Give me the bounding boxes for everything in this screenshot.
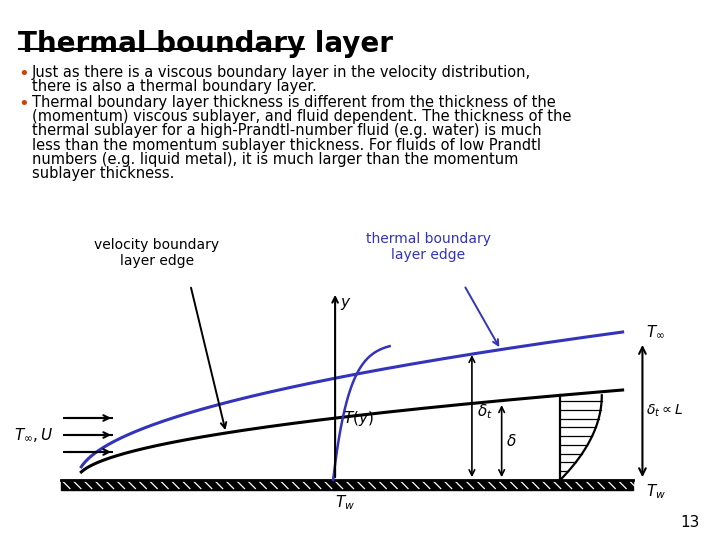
Text: Thermal boundary layer: Thermal boundary layer [18, 30, 393, 58]
Text: sublayer thickness.: sublayer thickness. [32, 166, 174, 181]
Text: $\delta_t$: $\delta_t$ [477, 403, 492, 421]
Text: Just as there is a viscous boundary layer in the velocity distribution,: Just as there is a viscous boundary laye… [32, 65, 531, 80]
Text: thermal boundary
layer edge: thermal boundary layer edge [366, 232, 491, 262]
Text: •: • [18, 95, 29, 113]
Text: $\delta$: $\delta$ [505, 433, 516, 449]
Text: $T(y)$: $T(y)$ [343, 408, 374, 428]
Text: there is also a thermal boundary layer.: there is also a thermal boundary layer. [32, 79, 317, 94]
Text: thermal sublayer for a high-Prandtl-number fluid (e.g. water) is much: thermal sublayer for a high-Prandtl-numb… [32, 124, 541, 138]
Text: 13: 13 [680, 515, 700, 530]
Text: $T_{\infty}, U$: $T_{\infty}, U$ [14, 427, 53, 444]
Text: numbers (e.g. liquid metal), it is much larger than the momentum: numbers (e.g. liquid metal), it is much … [32, 152, 518, 167]
Text: $\delta_t \propto L$: $\delta_t \propto L$ [647, 403, 683, 419]
Text: Thermal boundary layer thickness is different from the thickness of the: Thermal boundary layer thickness is diff… [32, 95, 555, 110]
Text: •: • [18, 65, 29, 83]
Text: (momentum) viscous sublayer, and fluid dependent. The thickness of the: (momentum) viscous sublayer, and fluid d… [32, 109, 571, 124]
Text: less than the momentum sublayer thickness. For fluids of low Prandtl: less than the momentum sublayer thicknes… [32, 138, 541, 153]
Text: velocity boundary
layer edge: velocity boundary layer edge [94, 238, 219, 268]
Text: $T_{\infty}$: $T_{\infty}$ [647, 324, 665, 340]
Text: $T_w$: $T_w$ [335, 493, 355, 512]
Text: $y$: $y$ [340, 296, 351, 312]
Text: $T_w$: $T_w$ [647, 482, 667, 501]
